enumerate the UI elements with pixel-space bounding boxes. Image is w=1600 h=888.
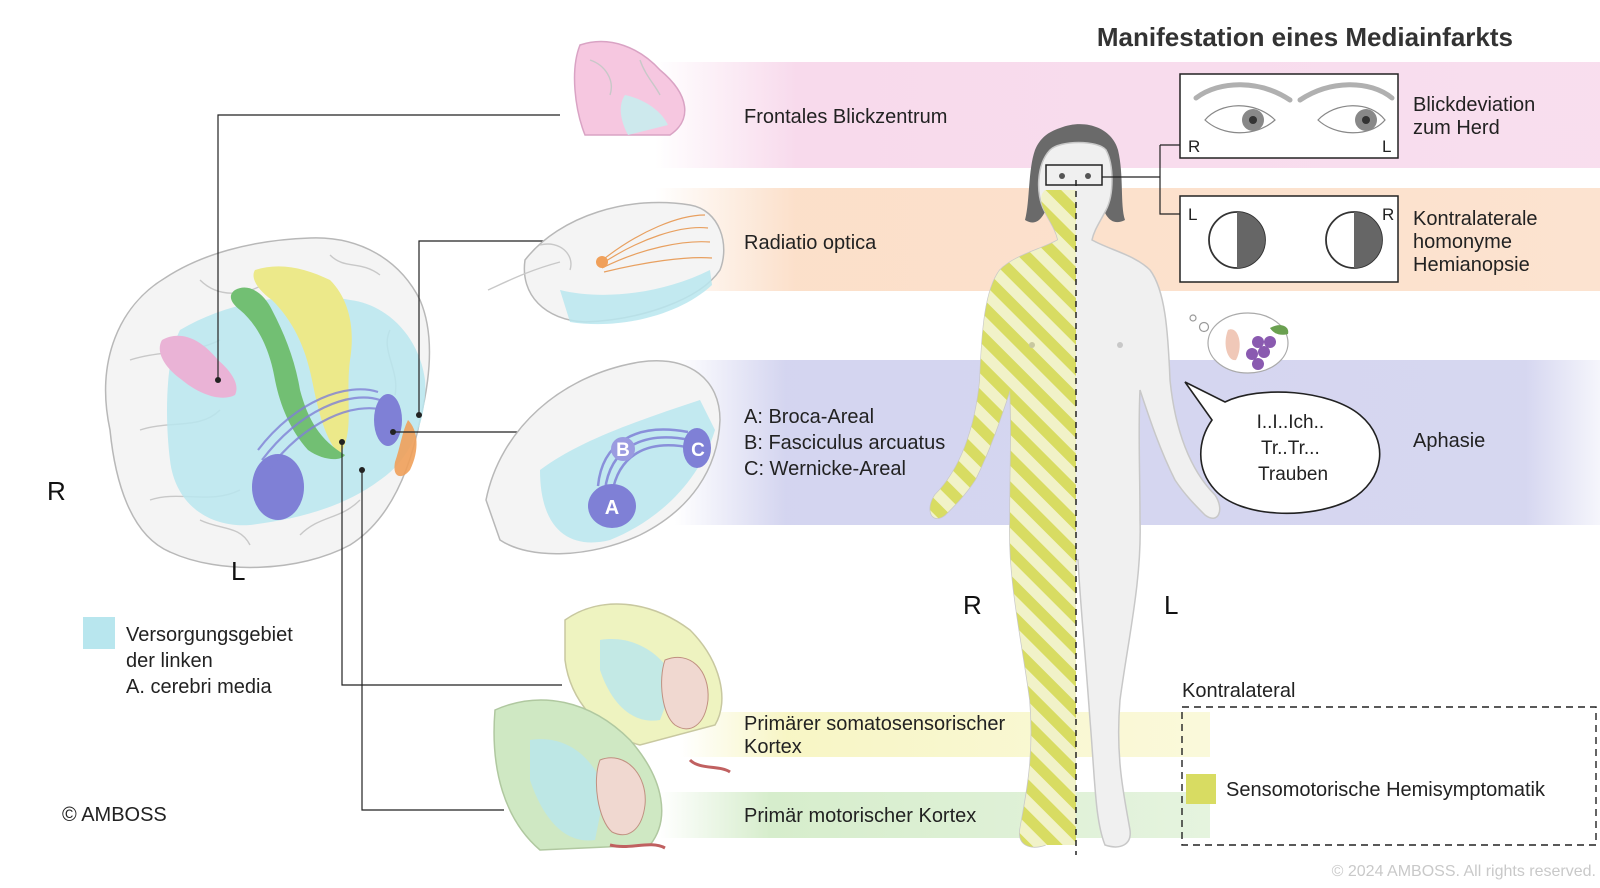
footer-copyright: © 2024 AMBOSS. All rights reserved. [1332,863,1596,880]
label-contralateral-heading: Kontralateral [1182,680,1295,702]
broca-area [252,454,304,520]
label-optic-radiation: Radiatio optica [744,232,877,254]
slice-optic [487,201,725,325]
band-sensory [680,712,1210,757]
label-motor-cortex: Primär motorischer Kortex [744,805,976,827]
slice-language [485,360,721,555]
brain-side-left: L [231,556,245,586]
motor-cortex-area [230,287,345,460]
brain-side-right: R [47,476,66,506]
label-language-areas: A: Broca-Areal B: Fasciculus arcuatus C:… [744,406,951,480]
slice-marker-c: C [691,440,705,461]
label-sensory-cortex: Primärer somatosensorischer Kortex [744,713,1011,758]
eye-connector [1102,144,1180,215]
slice-motor [493,699,666,851]
legend-label-mca: Versorgungsgebiet der linken A. cerebri … [126,624,298,698]
region-bands [655,62,1600,838]
slice-sensory [564,603,731,774]
label-gaze-deviation: Blickdeviation zum Herd [1413,94,1541,139]
patient-figure [929,124,1221,855]
gaze-deviation-panel [1179,73,1399,159]
slice-marker-b: B [616,440,630,461]
slice-wernicke [683,428,711,468]
band-frontal [655,62,1600,168]
label-sensorimotor-hemisymptoms: Sensomotorische Hemisymptomatik [1226,779,1546,801]
wernicke-area [374,394,402,446]
contralateral-box [1181,706,1597,846]
contralateral-swatch [1186,774,1216,804]
field-label-left: L [1188,205,1197,224]
thought-bubble [1189,312,1289,374]
figure-affected-side [930,190,1076,847]
legend-swatch-mca [83,617,115,649]
hemianopsia-panel [1179,195,1399,283]
label-aphasia: Aphasie [1413,430,1485,452]
sensory-cortex-area [253,266,352,455]
label-hemianopsia: Kontralaterale homonyme Hemianopsie [1413,208,1543,276]
speech-text: I..I..Ich.. Tr..Tr... Trauben [1257,412,1330,485]
eye-label-right: R [1188,137,1200,156]
slice-marker-a: A [605,497,619,519]
field-label-right: R [1382,205,1394,224]
slice-frontal [573,40,686,136]
label-frontal-eye-field: Frontales Blickzentrum [744,106,947,128]
slice-broca [588,484,636,528]
eye-label-left: L [1382,137,1391,156]
arcuate-fasciculus [257,388,385,471]
figure-eye-region [1045,164,1103,186]
speech-bubble [1184,381,1381,515]
brain-illustration [104,237,431,569]
connector-lines [215,114,562,811]
optic-area [394,420,417,477]
diagram-title: Manifestation eines Mediainfarkts [1097,22,1513,52]
copyright: © AMBOSS [62,804,167,826]
body-side-left: L [1164,590,1178,620]
body-side-right: R [963,590,982,620]
